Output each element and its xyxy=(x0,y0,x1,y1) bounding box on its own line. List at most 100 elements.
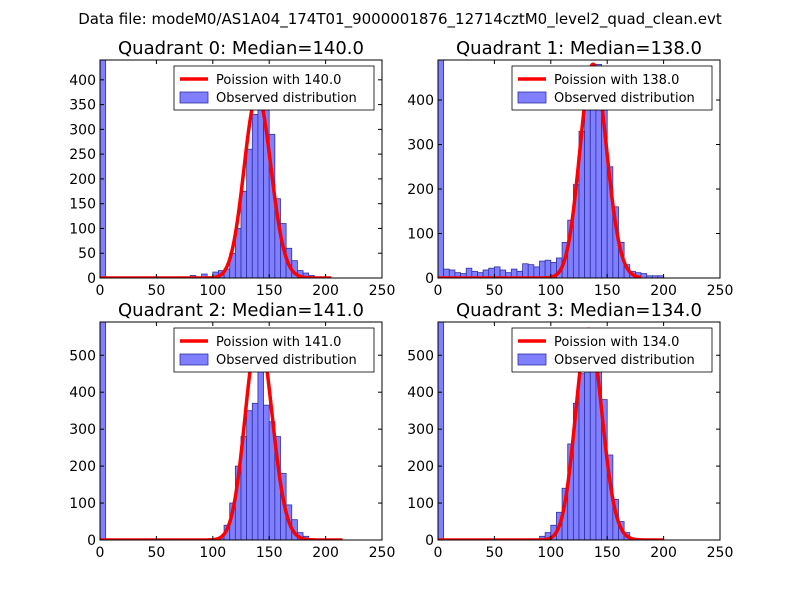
histogram-bar xyxy=(251,402,259,540)
legend-bar-swatch xyxy=(517,91,547,104)
x-tick-label: 150 xyxy=(594,283,621,299)
histogram-bar xyxy=(257,94,264,278)
histogram-bar xyxy=(100,322,107,540)
quadrant-2-frame xyxy=(99,321,383,541)
histogram-bar xyxy=(438,60,445,278)
y-tick-label: 300 xyxy=(69,422,96,438)
quadrant-0-plot: Quadrant 0: Median=140.0 0 50 100 150 200 250 0… xyxy=(69,38,395,299)
poisson-curve xyxy=(100,331,344,540)
y-tick-label: 100 xyxy=(69,496,96,512)
y-tick-label: 300 xyxy=(407,422,434,438)
x-tick-label: 50 xyxy=(485,283,503,299)
quadrant-2-title: Quadrant 2: Median=141.0 xyxy=(118,300,364,321)
y-tick-label: 500 xyxy=(407,348,434,364)
y-tick-label: 0 xyxy=(87,533,96,549)
legend-entry-poisson: Poission with 141.0 xyxy=(216,335,341,350)
histogram-bar xyxy=(438,322,445,540)
histogram-bar xyxy=(246,410,253,540)
poisson-curve xyxy=(100,92,333,278)
y-tick-label: 300 xyxy=(407,138,434,154)
histogram-bar xyxy=(578,373,586,540)
y-tick-label: 400 xyxy=(407,93,434,109)
histogram-bar xyxy=(539,260,546,278)
x-tick-label: 100 xyxy=(199,283,226,299)
x-tick-label: 100 xyxy=(537,283,564,299)
quadrant-2-plot-area xyxy=(100,322,344,540)
y-tick-label: 100 xyxy=(407,227,434,243)
histogram-bar xyxy=(251,114,259,278)
x-tick-label: 200 xyxy=(312,283,339,299)
quadrant-3-legend: Poission with 134.0 Observed distribution xyxy=(511,327,713,373)
x-tick-label: 50 xyxy=(485,545,503,561)
x-tick-label: 0 xyxy=(96,545,105,561)
x-tick-label: 200 xyxy=(650,545,677,561)
histogram-bar xyxy=(100,60,107,278)
y-tick-label: 200 xyxy=(407,182,434,198)
y-tick-label: 250 xyxy=(69,147,96,163)
legend-bar-swatch xyxy=(517,353,547,366)
x-tick-label: 100 xyxy=(199,545,226,561)
histogram-bar xyxy=(640,273,648,278)
histogram-bar xyxy=(522,263,529,278)
y-tick-label: 100 xyxy=(69,221,96,237)
y-tick-label: 400 xyxy=(407,385,434,401)
histogram-bar xyxy=(240,190,248,278)
quadrant-2-plot: Quadrant 2: Median=141.0 0 50 100 150 200 250 0… xyxy=(69,300,395,561)
x-tick-label: 250 xyxy=(707,545,734,561)
y-tick-label: 350 xyxy=(69,98,96,114)
quadrant-0-plot-area xyxy=(100,60,333,278)
y-tick-label: 200 xyxy=(69,459,96,475)
histogram-bar xyxy=(584,354,591,540)
quadrant-2-legend: Poission with 141.0 Observed distribution xyxy=(173,327,375,373)
legend-bar-swatch xyxy=(179,91,209,104)
figure-suptitle: Data file: modeM0/AS1A04_174T01_90000018… xyxy=(78,10,722,29)
histogram-bar xyxy=(201,273,208,278)
x-tick-label: 0 xyxy=(96,283,105,299)
quadrant-1-plot: Quadrant 1: Median=138.0 0 50 100 150 200 250 0… xyxy=(407,38,733,299)
quadrant-3-frame xyxy=(437,321,721,541)
histogram-bar xyxy=(584,108,591,278)
y-tick-label: 400 xyxy=(69,385,96,401)
y-tick-label: 400 xyxy=(69,73,96,89)
x-tick-label: 200 xyxy=(650,283,677,299)
quadrant-3-title: Quadrant 3: Median=134.0 xyxy=(456,300,702,321)
legend-entry-observed: Observed distribution xyxy=(216,353,357,368)
x-tick-label: 200 xyxy=(312,545,339,561)
y-tick-label: 200 xyxy=(407,459,434,475)
y-tick-label: 0 xyxy=(87,271,96,287)
histogram-bar xyxy=(246,148,253,278)
x-tick-label: 250 xyxy=(707,283,734,299)
histogram-bar xyxy=(263,404,270,540)
histogram-bar xyxy=(544,259,552,278)
x-tick-label: 150 xyxy=(256,545,283,561)
quadrant-0-frame xyxy=(99,59,383,279)
x-tick-label: 250 xyxy=(369,283,396,299)
y-tick-label: 0 xyxy=(425,271,434,287)
quadrant-1-frame xyxy=(437,59,721,279)
x-tick-label: 50 xyxy=(147,283,165,299)
quadrant-0-legend: Poission with 140.0 Observed distribution xyxy=(173,65,375,111)
x-tick-label: 250 xyxy=(369,545,396,561)
quadrant-3-plot: Quadrant 3: Median=134.0 0 50 100 150 200 250 0… xyxy=(407,300,733,561)
y-tick-label: 200 xyxy=(69,172,96,188)
legend-entry-observed: Observed distribution xyxy=(554,91,695,106)
legend-entry-poisson: Poission with 134.0 xyxy=(554,335,679,350)
y-tick-label: 100 xyxy=(407,496,434,512)
legend-bar-swatch xyxy=(179,353,209,366)
x-tick-label: 0 xyxy=(434,545,443,561)
legend-entry-observed: Observed distribution xyxy=(216,91,357,106)
y-tick-label: 50 xyxy=(78,246,96,262)
legend-entry-observed: Observed distribution xyxy=(554,353,695,368)
legend-entry-poisson: Poission with 138.0 xyxy=(554,73,679,88)
x-tick-label: 100 xyxy=(537,545,564,561)
quadrant-1-legend: Poission with 138.0 Observed distribution xyxy=(511,65,713,111)
y-tick-label: 150 xyxy=(69,197,96,213)
x-tick-label: 150 xyxy=(594,545,621,561)
y-tick-label: 0 xyxy=(425,533,434,549)
y-tick-label: 500 xyxy=(69,348,96,364)
quadrant-1-title: Quadrant 1: Median=138.0 xyxy=(456,38,702,59)
x-tick-label: 0 xyxy=(434,283,443,299)
y-tick-label: 300 xyxy=(69,122,96,138)
